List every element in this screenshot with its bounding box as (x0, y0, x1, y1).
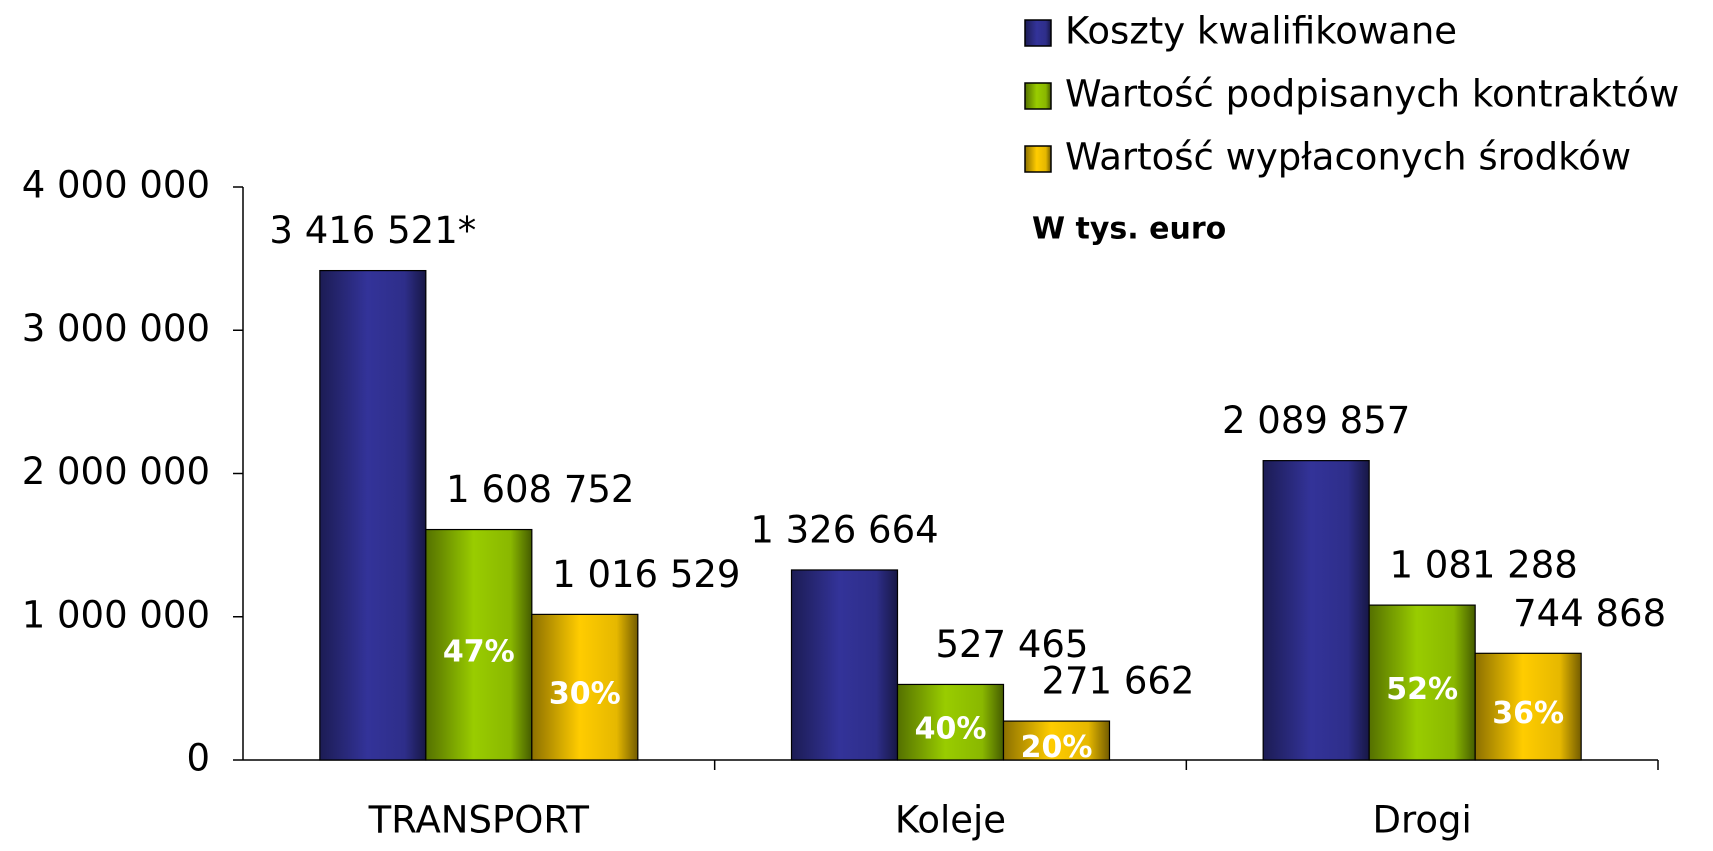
bar-shade (1475, 653, 1582, 760)
bar-shade (1369, 605, 1476, 760)
value-label: 1 016 529 (552, 553, 740, 596)
share-label: 30% (549, 677, 621, 712)
bar-shade (791, 569, 898, 760)
legend-label: Wartość podpisanych kontraktów (1065, 73, 1679, 116)
value-label: 1 326 664 (750, 508, 938, 551)
y-tick-label: 1 000 000 (22, 593, 210, 636)
value-label: 271 662 (1041, 660, 1194, 703)
legend-swatch-shade (1025, 20, 1051, 46)
share-label: 36% (1492, 696, 1564, 731)
bar-shade (1003, 721, 1110, 760)
y-tick-label: 2 000 000 (22, 450, 210, 493)
bar-shade (319, 270, 426, 760)
value-label: 1 081 288 (1389, 544, 1577, 587)
legend-label: Wartość wypłaconych środków (1065, 136, 1631, 179)
value-label: 744 868 (1513, 592, 1666, 635)
bar-shade (897, 684, 1004, 760)
value-label: 3 416 521* (269, 209, 476, 252)
x-tick-label: TRANSPORT (368, 799, 590, 842)
share-label: 47% (443, 634, 515, 669)
y-tick-label: 3 000 000 (22, 307, 210, 350)
y-tick-label: 0 (186, 737, 210, 780)
unit-note: W tys. euro (1032, 212, 1226, 247)
legend-swatch-shade (1025, 83, 1051, 109)
x-tick-label: Koleje (895, 799, 1006, 842)
value-label: 527 465 (935, 623, 1088, 666)
value-label: 2 089 857 (1222, 399, 1410, 442)
bar-shade (425, 529, 532, 760)
legend-label: Koszty kwalifikowane (1065, 10, 1457, 53)
x-tick-label: Drogi (1373, 799, 1472, 842)
share-label: 20% (1021, 730, 1093, 765)
share-label: 52% (1386, 672, 1458, 707)
bar-shade (1263, 460, 1370, 760)
share-label: 40% (915, 712, 987, 747)
bar-shade (531, 614, 638, 760)
value-label: 1 608 752 (446, 468, 634, 511)
legend-swatch-shade (1025, 146, 1051, 172)
y-tick-label: 4 000 000 (22, 164, 210, 207)
